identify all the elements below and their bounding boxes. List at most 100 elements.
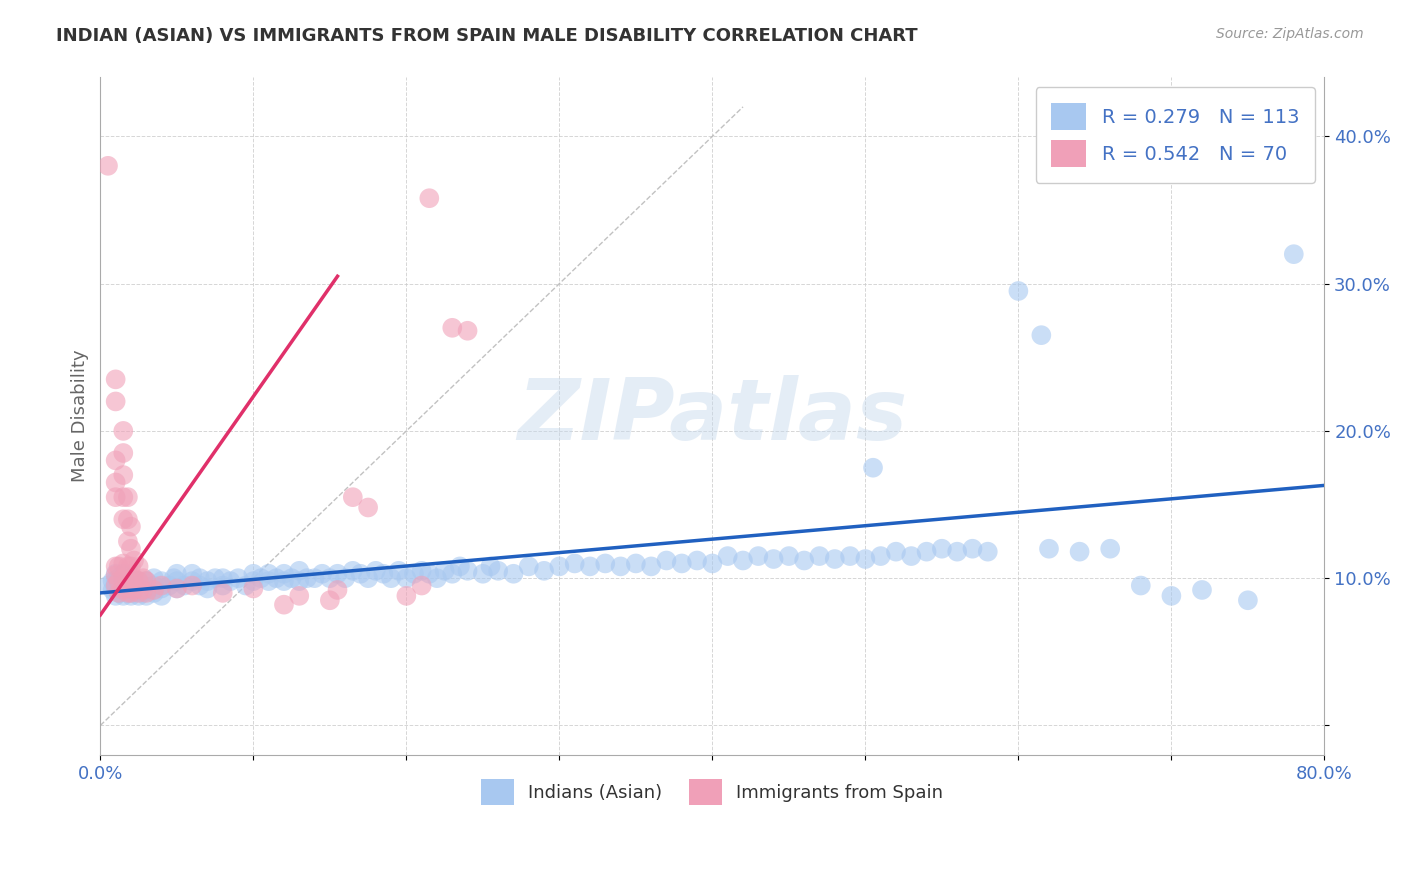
Point [181,566,204,581]
Point [211,586,233,600]
Point [120,574,142,588]
Point [128,559,150,574]
Point [219,574,242,588]
Point [132,578,155,592]
Point [122,578,145,592]
Point [104,490,127,504]
Point [426,571,449,585]
Point [150,589,173,603]
Point [411,564,433,578]
Point [120,582,142,596]
Point [166,582,188,596]
Point [142,578,165,592]
Point [122,571,145,585]
Point [120,519,142,533]
Point [502,566,524,581]
Point [166,574,188,588]
Point [112,557,135,571]
Point [112,490,135,504]
Point [479,559,502,574]
Point [97,159,120,173]
Point [132,582,155,597]
Point [107,559,129,574]
Point [117,586,139,600]
Point [869,549,891,563]
Point [517,559,540,574]
Point [624,557,647,571]
Point [150,582,173,596]
Point [380,571,402,585]
Point [104,394,127,409]
Point [142,586,165,600]
Point [280,571,302,585]
Point [104,566,127,581]
Point [112,566,135,581]
Point [112,582,135,597]
Point [122,553,145,567]
Point [104,475,127,490]
Point [242,582,264,596]
Y-axis label: Male Disability: Male Disability [72,350,89,483]
Point [101,574,124,588]
Point [104,453,127,467]
Point [107,586,129,600]
Point [120,574,142,588]
Point [117,571,139,585]
Point [640,559,662,574]
Point [235,578,257,592]
Point [188,571,211,585]
Point [457,324,479,338]
Point [242,566,264,581]
Point [853,552,876,566]
Point [257,574,280,588]
Point [173,578,195,592]
Point [104,578,127,592]
Point [411,578,433,592]
Point [120,559,142,574]
Point [1237,593,1260,607]
Point [1099,541,1122,556]
Point [117,512,139,526]
Point [441,566,464,581]
Point [1191,582,1213,597]
Point [326,566,349,581]
Point [747,549,769,563]
Point [402,566,425,581]
Point [395,571,418,585]
Point [211,578,233,592]
Legend: Indians (Asian), Immigrants from Spain: Indians (Asian), Immigrants from Spain [472,770,952,814]
Point [112,574,135,588]
Point [778,549,800,563]
Point [762,552,785,566]
Point [702,557,724,571]
Point [319,571,342,585]
Point [226,571,249,585]
Point [188,578,211,592]
Point [166,582,188,596]
Point [295,571,318,585]
Point [449,559,471,574]
Point [101,582,124,597]
Point [117,578,139,592]
Point [112,446,135,460]
Point [862,460,884,475]
Point [471,566,494,581]
Point [884,544,907,558]
Point [257,566,280,581]
Point [273,574,295,588]
Point [564,557,586,571]
Point [1031,328,1053,343]
Point [122,582,145,597]
Point [142,582,165,597]
Point [104,589,127,603]
Point [364,564,387,578]
Point [418,566,440,581]
Point [266,571,288,585]
Point [242,574,264,588]
Point [112,571,135,585]
Point [128,586,150,600]
Point [731,553,754,567]
Point [128,574,150,588]
Point [931,541,953,556]
Point [441,320,464,334]
